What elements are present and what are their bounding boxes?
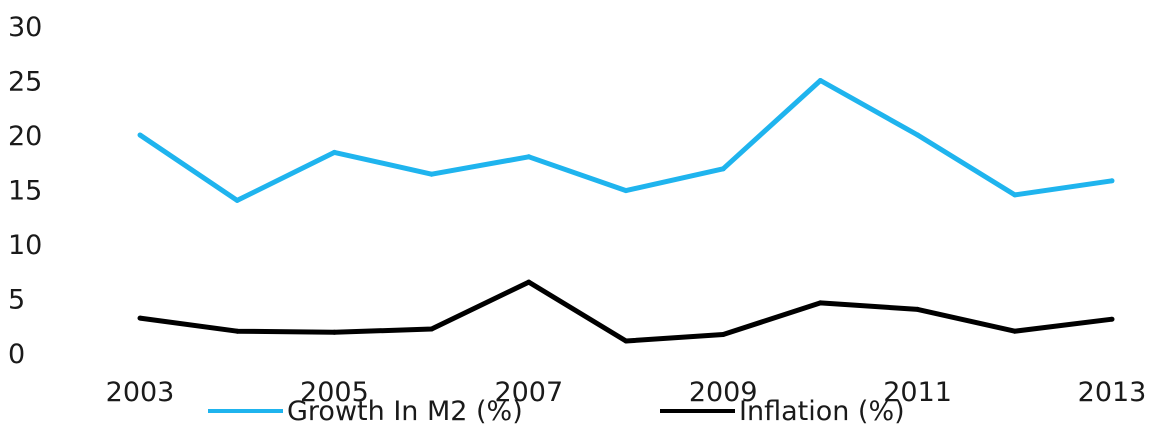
data-point-growth-m2: [137, 132, 143, 138]
x-tick-label: 2003: [106, 377, 175, 408]
x-tick-label: 2011: [883, 377, 952, 408]
y-tick-label: 5: [8, 285, 25, 316]
series-line-inflation: [139, 279, 1113, 344]
x-axis-ticks: 2003 2005 2007 2009 2011 2013: [106, 377, 1147, 408]
x-tick-label: 2005: [300, 377, 369, 408]
data-point-inflation: [1012, 328, 1018, 334]
x-tick-label: 2007: [494, 377, 563, 408]
data-point-growth-m2: [429, 171, 435, 177]
data-point-inflation: [137, 315, 143, 321]
data-point-inflation: [234, 328, 240, 334]
data-point-growth-m2: [1012, 192, 1018, 198]
data-point-inflation: [817, 300, 823, 306]
data-point-growth-m2: [623, 188, 629, 194]
y-tick-label: 30: [8, 12, 42, 43]
y-tick-label: 0: [8, 339, 25, 370]
y-tick-label: 10: [8, 230, 42, 261]
series-lines: [137, 78, 1115, 344]
data-point-inflation: [720, 332, 726, 337]
data-point-inflation: [429, 326, 435, 332]
data-point-growth-m2: [817, 78, 823, 83]
data-point-inflation: [1109, 316, 1115, 322]
data-point-growth-m2: [526, 154, 532, 160]
y-tick-label: 25: [8, 67, 42, 98]
series-line-growth-m2: [138, 78, 1113, 203]
legend: Growth In M2 (%) Inflation (%): [208, 396, 905, 427]
data-point-inflation: [331, 329, 337, 335]
x-tick-label: 2009: [689, 377, 758, 408]
data-point-inflation: [915, 306, 921, 312]
data-point-growth-m2: [234, 197, 240, 203]
data-point-growth-m2: [331, 149, 337, 155]
legend-label-growth-m2: Growth In M2 (%): [287, 396, 523, 427]
data-point-growth-m2: [915, 132, 921, 138]
y-tick-label: 15: [8, 176, 42, 207]
x-tick-label: 2013: [1078, 377, 1147, 408]
data-point-inflation: [623, 338, 629, 344]
y-tick-label: 20: [8, 121, 42, 152]
legend-label-inflation: Inflation (%): [739, 396, 905, 427]
data-point-inflation: [526, 279, 532, 285]
y-axis-ticks: 0 5 10 15 20 25 30: [8, 12, 42, 370]
data-point-growth-m2: [1109, 178, 1115, 184]
data-point-growth-m2: [720, 166, 726, 172]
